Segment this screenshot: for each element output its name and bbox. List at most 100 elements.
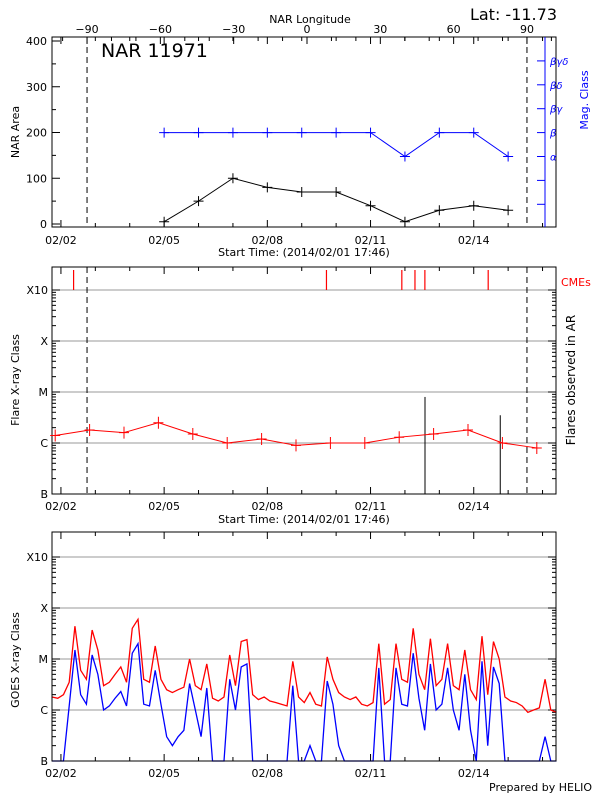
nar-area-point: [331, 186, 342, 197]
x-tick-label: 02/02: [45, 234, 77, 247]
latitude-label: Lat: -11.73: [470, 5, 557, 24]
x-tick-label: 02/08: [251, 767, 283, 780]
background-flux-point: [187, 428, 198, 441]
x-tick-label: 02/05: [148, 234, 180, 247]
x-tick-label: 02/02: [45, 767, 77, 780]
mag-class-tick-label: βγδ: [549, 57, 568, 68]
y-tick-label: M: [39, 386, 49, 399]
nar-area-point: [296, 186, 307, 197]
background-flux-point: [84, 423, 95, 436]
y-tick-label: C: [40, 437, 48, 450]
longitude-tick-label: 0: [304, 23, 311, 36]
x-tick-label: 02/11: [355, 500, 387, 513]
cmes-label: CMEs: [561, 276, 591, 289]
y-tick-label: 200: [26, 127, 47, 140]
flares-observed-ylabel: Flares observed in AR: [564, 315, 578, 445]
mag-class-point: [193, 127, 204, 138]
plot-frame: [51, 266, 557, 495]
nar-area-point: [399, 216, 410, 227]
y-tick-label: X: [40, 335, 48, 348]
mag-class-point: [365, 127, 376, 138]
top-axis-label: NAR Longitude: [269, 13, 351, 26]
nar-area-line: [163, 177, 509, 223]
longitude-tick-label: 30: [373, 23, 387, 36]
mag-class-tick-label: βδ: [549, 81, 563, 92]
x-tick-label: 02/05: [148, 500, 180, 513]
y-tick-label: B: [40, 488, 48, 501]
goes-class-ylabel: GOES X-ray Class: [9, 612, 22, 708]
longitude-tick-label: −60: [149, 23, 172, 36]
nar-area-point: [468, 200, 479, 211]
mag-class-tick-label: α: [550, 153, 557, 164]
background-flux-point: [256, 432, 267, 445]
x-tick-label: 02/14: [458, 500, 490, 513]
nar-area-point: [503, 205, 514, 216]
nar-area-point: [193, 196, 204, 207]
background-flux-point: [153, 416, 164, 429]
x-tick-label: 02/08: [251, 500, 283, 513]
prepared-by-label: Prepared by HELIO: [489, 781, 592, 794]
background-flux-point: [359, 437, 370, 449]
background-flux-point: [325, 437, 336, 449]
background-flux-point: [222, 437, 233, 449]
x-tick-label: 02/14: [458, 767, 490, 780]
background-flux-point: [497, 437, 508, 449]
nar-area-point: [262, 182, 273, 193]
flare-class-ylabel: Flare X-ray Class: [9, 334, 22, 426]
background-flux-point: [428, 428, 439, 441]
nar-area-ylabel: NAR Area: [9, 106, 22, 158]
y-tick-label: X: [40, 602, 48, 615]
panel2-xlabel: Start Time: (2014/02/01 17:46): [218, 513, 390, 526]
mag-class-tick-label: β: [549, 129, 557, 140]
background-flux-point: [119, 426, 130, 439]
background-flux-point: [394, 431, 405, 444]
x-tick-label: 02/11: [355, 767, 387, 780]
longitude-tick-label: −30: [222, 23, 245, 36]
longitude-tick-label: −90: [75, 23, 98, 36]
mag-class-point: [468, 127, 479, 138]
goes-panel: B C M X X10 02/02 02/05 02/08 02/11 02/14: [26, 531, 557, 780]
mag-class-point: [159, 127, 170, 138]
x-tick-label: 02/02: [45, 500, 77, 513]
y-tick-label: 0: [40, 218, 47, 231]
longitude-tick-label: 90: [520, 23, 534, 36]
flare-class-panel: B C M X X10 02/02 02/05 02/08 02/11 02/14: [26, 266, 557, 513]
panel1-xlabel: Start Time: (2014/02/01 17:46): [218, 246, 390, 259]
background-flux-point: [50, 429, 61, 442]
mag-class-point: [503, 151, 514, 162]
mag-class-point: [296, 127, 307, 138]
nar-title: NAR 11971: [101, 40, 208, 62]
y-tick-label: B: [40, 755, 48, 768]
nar-area-point: [434, 205, 445, 216]
x-tick-label: 02/08: [251, 234, 283, 247]
mag-class-tick-label: βγ: [549, 105, 563, 116]
x-tick-label: 02/14: [458, 234, 490, 247]
y-tick-label: 100: [26, 172, 47, 185]
background-flux-point: [291, 439, 302, 452]
goes-long-channel-line: [51, 617, 557, 714]
plot-frame: [51, 531, 557, 762]
y-tick-label: 400: [26, 35, 47, 48]
y-tick-label: M: [39, 653, 49, 666]
nar-area-point: [227, 173, 238, 184]
mag-class-point: [399, 151, 410, 162]
background-flux-point: [531, 441, 542, 454]
y-tick-label: C: [40, 704, 48, 717]
mag-class-point: [331, 127, 342, 138]
nar-area-point: [159, 216, 170, 227]
plot-frame: [51, 36, 557, 228]
x-tick-label: 02/05: [148, 767, 180, 780]
mag-class-point: [262, 127, 273, 138]
longitude-tick-label: 60: [447, 23, 461, 36]
background-flux-point: [463, 423, 474, 436]
y-tick-label: X10: [26, 551, 48, 564]
mag-class-point: [227, 127, 238, 138]
y-tick-label: 300: [26, 81, 47, 94]
x-tick-label: 02/11: [355, 234, 387, 247]
nar-area-point: [365, 200, 376, 211]
y-tick-label: X10: [26, 284, 48, 297]
mag-class-ylabel: Mag. Class: [578, 70, 591, 129]
mag-class-point: [434, 127, 445, 138]
